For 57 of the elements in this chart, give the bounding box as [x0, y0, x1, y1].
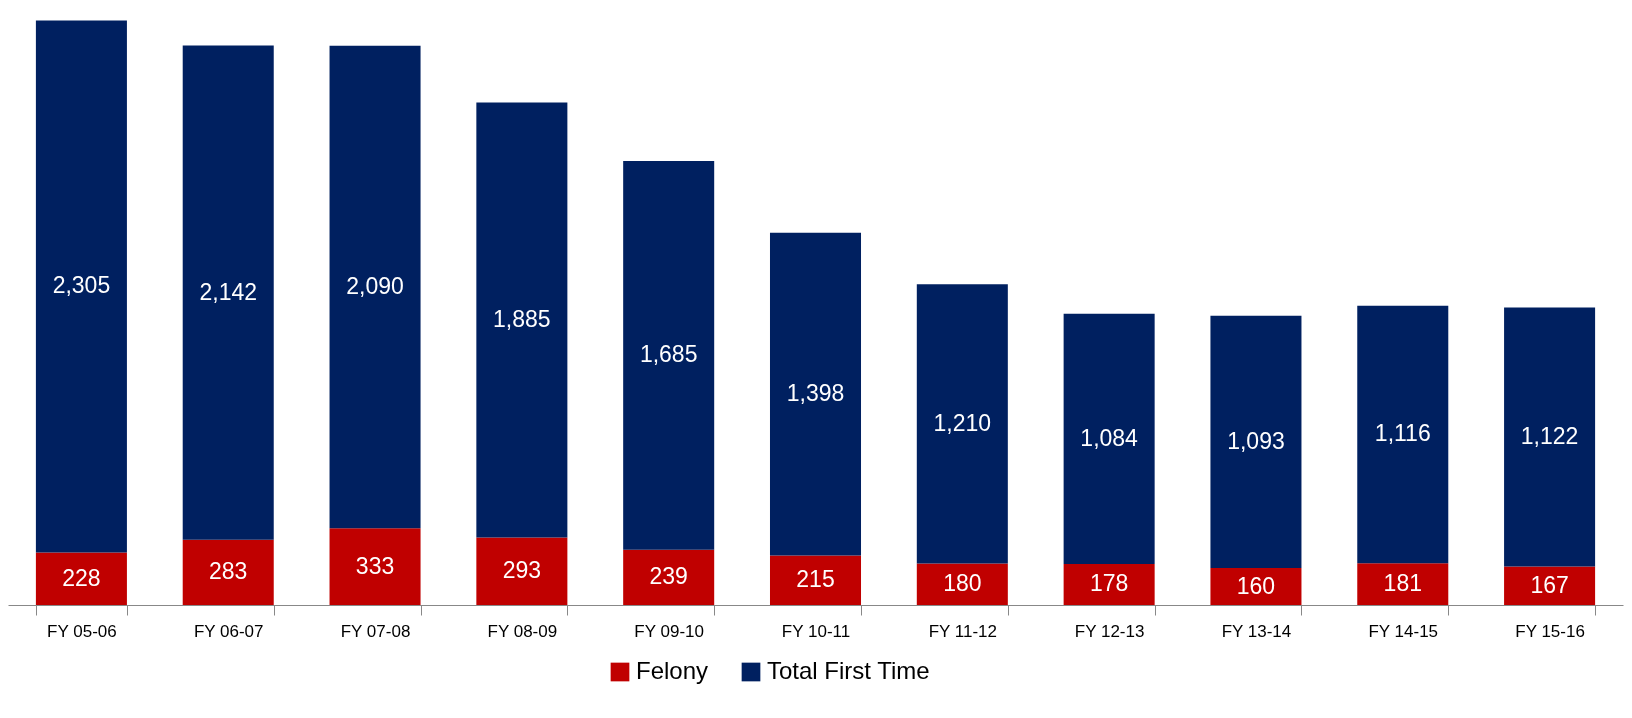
data-label: 333 [355, 552, 395, 579]
bar [916, 284, 1008, 564]
x-tick-label: FY 09-10 [634, 621, 704, 641]
x-tick-label: FY 10-11 [781, 621, 851, 641]
data-label: 2,090 [346, 273, 404, 299]
legend-label: Total First Time [767, 657, 930, 684]
bar [182, 539, 274, 605]
data-label: 181 [1383, 570, 1422, 597]
data-label: 239 [649, 563, 688, 590]
data-label: 228 [62, 564, 101, 591]
bar [182, 45, 274, 540]
bar [35, 552, 127, 605]
data-label: 180 [943, 570, 982, 597]
data-label: 178 [1089, 570, 1129, 597]
bar [329, 45, 421, 529]
data-label: 293 [502, 557, 542, 584]
bar [1357, 563, 1449, 605]
data-label: 1,093 [1227, 427, 1285, 454]
bar [769, 232, 862, 556]
x-tick-label: FY 06-07 [193, 621, 264, 641]
bar [1504, 307, 1596, 567]
data-label: 167 [1530, 571, 1569, 598]
x-tick-label: FY 08-09 [487, 621, 558, 641]
x-tick-label: FY 12-13 [1074, 621, 1145, 641]
data-label: 1,122 [1520, 423, 1579, 449]
data-label: 1,685 [639, 341, 698, 368]
bar [1210, 315, 1302, 569]
data-label: 1,210 [933, 409, 992, 436]
data-label: 1,084 [1080, 424, 1139, 451]
bar [1504, 566, 1596, 605]
x-tick-label: FY 05-06 [47, 621, 117, 641]
x-tick-label: FY 15-16 [1515, 621, 1585, 641]
data-label: 283 [209, 558, 248, 585]
bar [329, 528, 421, 605]
bar [1210, 568, 1302, 605]
bar [476, 537, 568, 605]
bar [623, 161, 715, 550]
x-tick-label: FY 13-14 [1221, 621, 1292, 641]
bar [769, 555, 862, 605]
bar [1357, 305, 1449, 564]
data-label: 2,142 [199, 278, 258, 305]
bar [623, 549, 715, 605]
bar [35, 20, 127, 553]
bar [1063, 563, 1155, 605]
legend-label: Felony [636, 657, 709, 684]
x-tick-label: FY 07-08 [340, 621, 411, 641]
x-tick-label: FY 11-12 [928, 621, 997, 641]
data-label: 1,116 [1374, 420, 1431, 447]
x-tick-label: FY 14-15 [1368, 621, 1439, 641]
bar [476, 102, 568, 538]
data-label: 1,885 [493, 305, 551, 332]
data-label: 215 [796, 566, 835, 593]
data-label: 1,398 [786, 380, 845, 407]
data-label: 2,305 [52, 272, 111, 299]
data-label: 160 [1236, 572, 1276, 599]
bar [916, 563, 1008, 605]
bar [1063, 313, 1155, 564]
